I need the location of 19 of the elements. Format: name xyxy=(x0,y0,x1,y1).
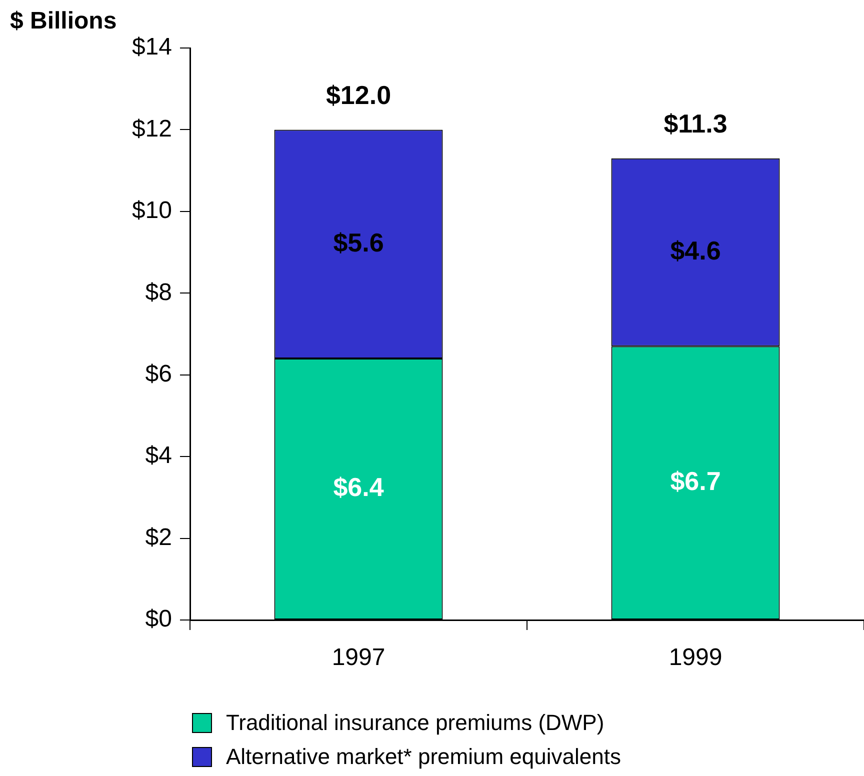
x-tick-label: 1999 xyxy=(668,644,722,672)
y-tick-label: $6 xyxy=(145,360,172,388)
y-tick-label: $10 xyxy=(132,197,172,224)
legend-label: Traditional insurance premiums (DWP) xyxy=(226,709,604,737)
data-label: $5.6 xyxy=(333,227,384,258)
y-axis-title: $ Billions xyxy=(10,8,117,35)
y-tick-label: $4 xyxy=(145,442,172,470)
data-label: $6.7 xyxy=(670,466,721,496)
data-label: $6.4 xyxy=(333,472,384,502)
y-tick-label: $12 xyxy=(132,115,172,142)
y-tick-label: $14 xyxy=(132,34,172,61)
total-label: $12.0 xyxy=(326,80,392,110)
total-label: $11.3 xyxy=(664,108,728,138)
y-tick-label: $8 xyxy=(145,278,172,306)
x-tick-label: 1997 xyxy=(332,644,386,672)
data-label: $4.6 xyxy=(670,235,721,266)
y-tick-label: $0 xyxy=(145,606,172,633)
legend-label: Alternative market* premium equivalents xyxy=(226,743,621,771)
y-tick-label: $2 xyxy=(145,524,172,551)
